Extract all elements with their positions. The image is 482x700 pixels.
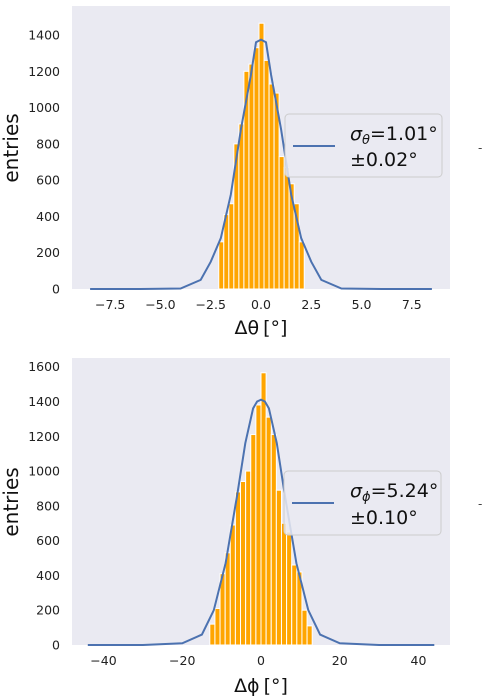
x-tick-label: −7.5 bbox=[95, 297, 125, 312]
x-tick-label: 0 bbox=[257, 653, 265, 668]
y-tick-label: 400 bbox=[36, 568, 60, 583]
legend-box bbox=[284, 113, 443, 178]
legend-sigma-error: ±0.10° bbox=[350, 507, 418, 529]
y-tick-label: 1200 bbox=[28, 429, 60, 444]
y-tick-labels: 0 200 400 600 800 1000 1200 1400 bbox=[28, 28, 60, 297]
legend-sigma-value: σϕ=5.24° bbox=[350, 480, 438, 505]
legend-sigma-error: ±0.02° bbox=[350, 149, 418, 171]
y-axis-label: entries bbox=[0, 467, 23, 536]
histogram-bar bbox=[209, 623, 216, 646]
x-axis-label: Δθ [°] bbox=[235, 317, 288, 339]
histogram-bar bbox=[275, 489, 282, 646]
histogram-bar bbox=[306, 625, 313, 646]
theta-histogram-panel: 0 200 400 600 800 1000 1200 1400 −7.5 −5.0 −2.5 0.… bbox=[0, 6, 450, 339]
histogram-bar bbox=[245, 470, 252, 646]
histogram-bar bbox=[255, 404, 262, 646]
x-tick-label: 2.5 bbox=[301, 297, 321, 312]
x-tick-labels: −40 −20 0 20 40 bbox=[90, 653, 426, 668]
x-tick-label: 20 bbox=[332, 653, 348, 668]
histogram-bar bbox=[270, 434, 277, 646]
y-tick-label: 600 bbox=[36, 173, 60, 188]
histogram-bar bbox=[248, 63, 255, 290]
histogram-bar bbox=[224, 552, 231, 646]
legend: σθ=1.01° ±0.02° bbox=[284, 113, 443, 178]
histogram-bar bbox=[280, 522, 288, 646]
y-tick-label: 600 bbox=[36, 533, 60, 548]
x-axis-label: Δϕ [°] bbox=[234, 675, 288, 697]
gaussian-fit-curve bbox=[90, 38, 432, 290]
x-tick-label: −5.0 bbox=[145, 297, 175, 312]
y-tick-label: 800 bbox=[36, 498, 60, 513]
histogram-bar bbox=[228, 203, 235, 290]
x-tick-label: 0.0 bbox=[251, 297, 271, 312]
legend-box bbox=[283, 470, 442, 536]
clipped-edge-mark: - bbox=[478, 141, 482, 155]
y-tick-label: 1400 bbox=[28, 28, 60, 43]
histogram-bar bbox=[258, 22, 265, 290]
y-tick-label: 1600 bbox=[28, 359, 60, 374]
histogram-bar bbox=[291, 564, 298, 646]
histogram-bar bbox=[240, 480, 247, 646]
y-tick-label: 1000 bbox=[28, 464, 60, 479]
histogram-bars bbox=[218, 22, 305, 290]
y-tick-label: 1000 bbox=[28, 100, 60, 115]
histogram-bar bbox=[273, 92, 280, 290]
histogram-bar bbox=[250, 434, 257, 646]
clipped-edge-mark: - bbox=[478, 497, 482, 511]
y-tick-label: 200 bbox=[36, 245, 60, 260]
histogram-bar bbox=[238, 123, 245, 290]
histogram-bar bbox=[298, 241, 305, 290]
legend: σϕ=5.24° ±0.10° bbox=[283, 470, 442, 536]
phi-histogram-panel: 0 200 400 600 800 1000 1200 1400 1600 −40 −20 0 20 4… bbox=[0, 358, 450, 697]
legend-sigma-value: σθ=1.01° bbox=[350, 123, 438, 148]
y-tick-label: 0 bbox=[52, 638, 60, 653]
histogram-bar bbox=[253, 47, 260, 290]
histogram-bars bbox=[209, 372, 313, 646]
x-tick-label: −40 bbox=[90, 653, 116, 668]
histogram-bar bbox=[214, 607, 221, 646]
histogram-bar bbox=[286, 531, 293, 646]
histogram-bar bbox=[268, 83, 275, 290]
x-tick-label: 40 bbox=[411, 653, 427, 668]
x-tick-label: 5.0 bbox=[352, 297, 372, 312]
x-tick-label: −20 bbox=[169, 653, 195, 668]
histogram-bar bbox=[218, 241, 225, 290]
y-tick-label: 1200 bbox=[28, 64, 60, 79]
histogram-bar bbox=[283, 166, 290, 290]
y-tick-labels: 0 200 400 600 800 1000 1200 1400 1600 bbox=[28, 359, 60, 652]
y-tick-label: 1400 bbox=[28, 394, 60, 409]
y-axis-label: entries bbox=[0, 113, 23, 182]
y-tick-label: 400 bbox=[36, 209, 60, 224]
x-tick-label: 7.5 bbox=[402, 297, 422, 312]
histogram-bar bbox=[263, 59, 270, 290]
histogram-bar bbox=[265, 416, 272, 646]
y-tick-label: 0 bbox=[52, 282, 60, 297]
y-tick-label: 800 bbox=[36, 136, 60, 151]
y-tick-label: 200 bbox=[36, 603, 60, 618]
histogram-bar bbox=[229, 524, 236, 646]
histogram-bar bbox=[234, 491, 242, 646]
histogram-bar bbox=[260, 372, 267, 646]
histogram-bar bbox=[301, 609, 308, 646]
histogram-bar bbox=[278, 156, 285, 290]
gaussian-fit-curve bbox=[87, 398, 435, 646]
x-tick-labels: −7.5 −5.0 −2.5 0.0 2.5 5.0 7.5 bbox=[95, 297, 422, 312]
x-tick-label: −2.5 bbox=[196, 297, 226, 312]
